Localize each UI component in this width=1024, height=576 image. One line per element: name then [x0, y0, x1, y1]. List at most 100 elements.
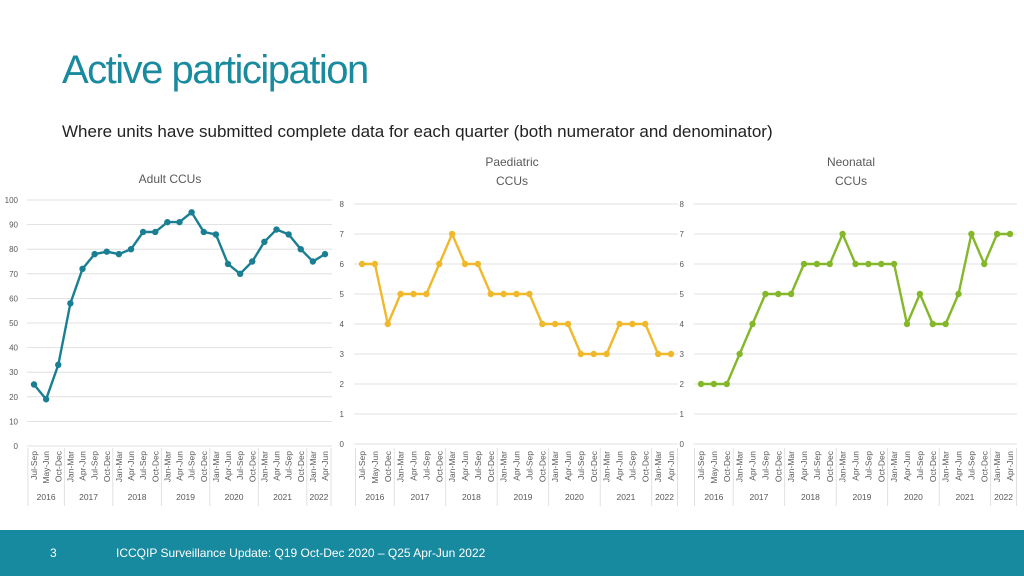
data-point [55, 361, 62, 369]
x-tick-label: Oct-Dec [876, 450, 886, 482]
y-tick-label: 0 [340, 440, 345, 449]
y-tick-label: 50 [9, 319, 18, 328]
x-tick-label: Oct-Dec [640, 450, 650, 482]
data-point [968, 230, 975, 238]
x-tick-label: Apr-Jun [126, 451, 136, 481]
slide-number: 3 [50, 546, 57, 560]
data-point [955, 290, 962, 298]
year-label: 2020 [565, 492, 584, 502]
data-point [903, 320, 911, 328]
x-tick-label: Jul-Sep [812, 451, 822, 480]
data-point [200, 228, 207, 236]
y-tick-label: 2 [340, 380, 345, 389]
data-point [127, 246, 135, 253]
data-point [474, 260, 482, 268]
data-point [710, 380, 718, 388]
x-tick-label: Jul-Sep [524, 451, 534, 480]
x-tick-label: Jul-Sep [627, 451, 637, 480]
year-label: 2020 [904, 492, 923, 502]
data-point [577, 350, 585, 358]
chart-title: Adult CCUs [139, 172, 202, 186]
data-point [878, 260, 885, 268]
x-tick-label: Apr-Jun [615, 451, 625, 481]
data-point [91, 250, 98, 258]
x-tick-label: Jan-Mar [114, 451, 124, 482]
x-tick-label: Oct-Dec [383, 450, 393, 482]
x-tick-label: Jan-Mar [992, 451, 1002, 482]
y-tick-label: 0 [680, 440, 685, 449]
x-tick-label: Apr-Jun [460, 451, 470, 481]
year-label: 2019 [852, 492, 871, 502]
data-point [654, 350, 662, 358]
x-tick-label: Jul-Sep [576, 451, 586, 480]
data-point [762, 290, 769, 298]
data-point [67, 300, 74, 307]
x-tick-label: Oct-Dec [102, 450, 112, 482]
data-point [826, 260, 833, 268]
x-tick-label: Jul-Sep [235, 451, 245, 480]
x-tick-label: Jul-Sep [473, 451, 483, 480]
y-tick-label: 1 [340, 410, 345, 419]
data-point [603, 350, 610, 358]
x-tick-label: Jan-Mar [396, 451, 406, 482]
year-label: 2016 [704, 492, 723, 502]
y-tick-label: 40 [9, 344, 18, 353]
data-point [942, 320, 949, 328]
x-tick-label: Jul-Sep [357, 451, 367, 480]
y-tick-label: 0 [14, 442, 19, 451]
data-point [297, 246, 304, 253]
data-point [800, 260, 808, 268]
data-point [775, 290, 782, 298]
x-tick-label: Apr-Jun [1005, 451, 1015, 481]
year-label: 2019 [513, 492, 532, 502]
data-point [309, 258, 317, 265]
y-tick-label: 70 [9, 270, 18, 279]
x-tick-label: Jul-Sep [187, 451, 197, 480]
data-point [916, 290, 924, 298]
data-point [1006, 230, 1014, 238]
data-point [487, 290, 494, 298]
x-tick-label: Apr-Jun [666, 451, 676, 481]
data-point [723, 380, 730, 388]
data-point [410, 290, 417, 298]
x-tick-label: Jul-Sep [863, 451, 873, 480]
data-point [642, 320, 649, 328]
x-tick-label: Jul-Sep [915, 451, 925, 480]
x-tick-label: Jan-Mar [259, 451, 269, 482]
data-point [79, 265, 86, 273]
data-point [397, 290, 404, 298]
data-point [629, 320, 636, 328]
data-point [42, 396, 50, 403]
x-tick-label: Jul-Sep [760, 451, 770, 480]
x-tick-label: May-Jun [709, 451, 719, 484]
x-tick-label: Oct-Dec [825, 450, 835, 482]
data-point [164, 218, 171, 226]
year-label: 2016 [365, 492, 384, 502]
series-line [701, 232, 1010, 386]
x-tick-label: Oct-Dec [53, 450, 63, 482]
data-point [564, 320, 572, 328]
data-point [103, 248, 110, 255]
y-tick-label: 20 [9, 393, 18, 402]
x-tick-label: May-Jun [41, 451, 51, 484]
x-tick-label: May-Jun [370, 451, 380, 484]
data-point [212, 231, 220, 238]
y-tick-label: 1 [680, 410, 685, 419]
data-point [513, 290, 520, 298]
x-tick-label: Jul-Sep [966, 451, 976, 480]
x-tick-label: Jul-Sep [90, 451, 100, 480]
x-tick-label: Jan-Mar [65, 451, 75, 482]
series-line [33, 211, 326, 401]
data-point [358, 260, 366, 268]
x-tick-label: Jul-Sep [696, 451, 706, 480]
x-tick-label: Apr-Jun [175, 451, 185, 481]
x-tick-label: Apr-Jun [78, 451, 88, 481]
chart-title: CCUs [496, 174, 528, 188]
x-tick-label: Jan-Mar [308, 451, 318, 482]
year-label: 2022 [655, 492, 674, 502]
y-tick-label: 4 [340, 320, 345, 329]
x-tick-label: Jan-Mar [550, 451, 560, 482]
x-tick-label: Oct-Dec [296, 450, 306, 482]
x-tick-label: Jan-Mar [447, 451, 457, 482]
